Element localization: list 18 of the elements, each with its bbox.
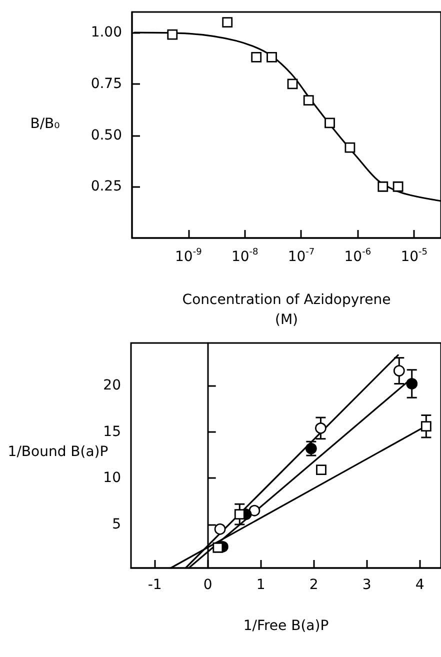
x-tick-label: -1: [148, 577, 162, 593]
y-tick-label: 15: [103, 424, 121, 440]
x-axis-title: Concentration of Azidopyrene (M): [182, 292, 391, 328]
y-axis-title: B/B₀: [30, 116, 60, 132]
y-tick-label: 0.75: [90, 76, 122, 92]
y-tick-label: 5: [112, 516, 121, 532]
y-tick-label: 10: [103, 470, 121, 486]
x-tick-label: 3: [362, 577, 372, 593]
y-axis-title: 1/Bound B(a)P: [8, 444, 108, 460]
x-axis-title: 1/Free B(a)P: [243, 618, 329, 634]
y-tick-label: 0.50: [90, 127, 122, 144]
x-tick-label: 1: [256, 577, 266, 593]
y-tick-label: 1.00: [90, 24, 122, 41]
x-tick-label: 2: [309, 577, 318, 593]
y-tick-label: 20: [103, 378, 121, 394]
y-tick-label: 0.25: [90, 178, 122, 195]
x-tick-label: 0: [203, 577, 212, 593]
x-tick-label: 4: [415, 577, 424, 593]
